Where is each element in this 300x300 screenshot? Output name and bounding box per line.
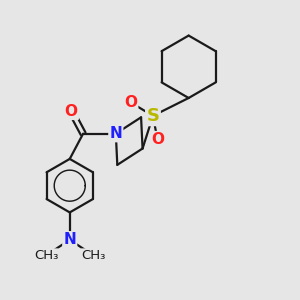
Text: O: O — [151, 132, 164, 147]
Text: O: O — [124, 95, 137, 110]
Text: CH₃: CH₃ — [81, 249, 106, 262]
Text: CH₃: CH₃ — [34, 249, 58, 262]
Text: N: N — [63, 232, 76, 247]
Text: N: N — [110, 126, 122, 141]
Text: O: O — [65, 104, 78, 119]
Text: S: S — [146, 107, 160, 125]
